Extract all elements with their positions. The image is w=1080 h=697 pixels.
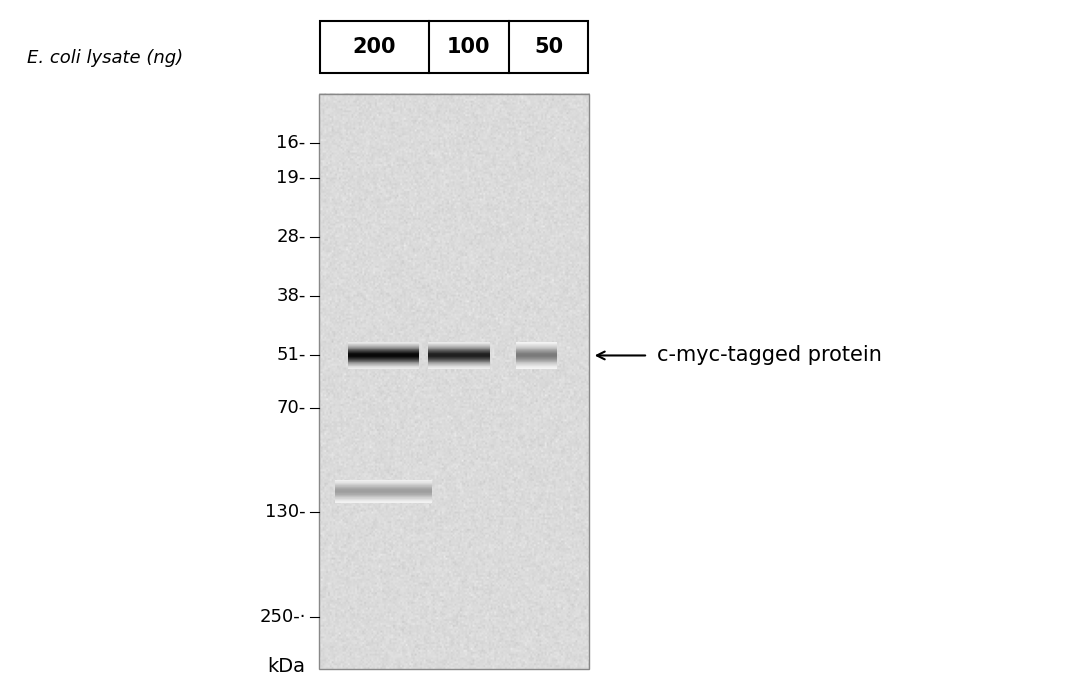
Bar [320,21,588,73]
Text: 19-: 19- [276,169,306,187]
Text: 51-: 51- [276,346,306,365]
Text: 200: 200 [352,37,395,57]
Text: 38-: 38- [276,287,306,305]
Text: 16-: 16- [276,134,306,152]
Text: 70-: 70- [276,399,306,417]
Text: 28-: 28- [276,228,306,246]
Text: E. coli lysate (ng): E. coli lysate (ng) [27,49,184,67]
Bar [319,94,589,669]
Text: kDa: kDa [268,657,306,676]
Text: 50: 50 [535,37,563,57]
Text: 250-·: 250-· [259,608,306,626]
Text: 100: 100 [447,37,490,57]
Text: 130-: 130- [265,503,306,521]
Text: c-myc-tagged protein: c-myc-tagged protein [657,346,881,365]
